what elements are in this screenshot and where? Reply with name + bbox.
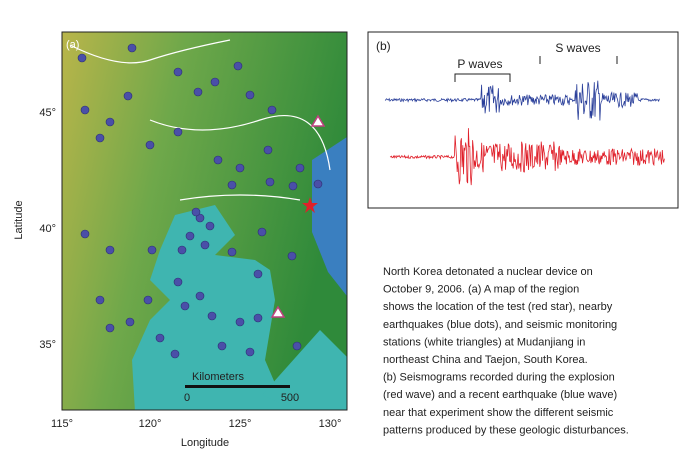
s-label: S waves — [555, 41, 600, 55]
korea-strait — [262, 330, 347, 410]
borders — [69, 39, 331, 201]
lon-tick: 120° — [139, 418, 162, 430]
earthquake-dot — [253, 269, 263, 279]
caption-line: northeast China and Taejon, South Korea. — [383, 354, 588, 366]
earthquake-dot — [245, 90, 255, 100]
earthquake-dot — [213, 155, 223, 165]
map — [62, 32, 347, 410]
lat-tick: 45° — [39, 107, 56, 119]
earthquake-dot — [313, 179, 323, 189]
sea-of-japan — [312, 136, 347, 297]
earthquake-dot — [77, 53, 87, 63]
caption-line: (b) Seismograms recorded during the expl… — [383, 372, 615, 384]
earthquake-dot — [180, 301, 190, 311]
earthquake-dot — [170, 349, 180, 359]
earthquake-dot — [95, 295, 105, 305]
earthquake-dot — [253, 313, 263, 323]
test-site — [302, 197, 318, 213]
y-axis-label: Latitude — [13, 200, 25, 239]
scale-label: 500 — [281, 392, 299, 404]
x-axis-label: Longitude — [181, 437, 229, 449]
earthquakes — [77, 43, 323, 359]
earthquake-dot — [191, 207, 201, 217]
earthquake-dot — [173, 67, 183, 77]
lon-tick: 125° — [229, 418, 252, 430]
earthquake-dot — [80, 105, 90, 115]
caption-line: stations (white triangles) at Mudanjiang… — [383, 336, 585, 348]
earthquake-dot — [217, 341, 227, 351]
earthquake-dot — [288, 181, 298, 191]
earthquake-dot — [193, 87, 203, 97]
earthquake-dot — [265, 177, 275, 187]
yellow-sea — [132, 205, 298, 410]
panel-label: (a) — [66, 39, 79, 51]
earthquake-dot — [125, 317, 135, 327]
panel-label: (b) — [376, 39, 391, 53]
earthquake-dot — [143, 295, 153, 305]
caption-line: patterns produced by these geologic dist… — [383, 424, 629, 436]
caption-line: near that experiment show the different … — [383, 407, 614, 419]
earthquake-dot — [205, 221, 215, 231]
earthquake-dot — [227, 247, 237, 257]
earthquake-dot — [195, 213, 205, 223]
scale-title: Kilometers — [192, 371, 244, 383]
earthquake-dot — [195, 291, 205, 301]
earthquake-dot — [295, 163, 305, 173]
lat-tick: 40° — [39, 223, 56, 235]
earthquake-dot — [177, 245, 187, 255]
station — [310, 114, 326, 127]
caption-line: North Korea detonated a nuclear device o… — [383, 266, 593, 278]
earthquake-dot — [235, 317, 245, 327]
scale-label: 0 — [184, 392, 190, 404]
earthquake-dot — [105, 245, 115, 255]
earthquake-dot — [210, 77, 220, 87]
earthquake-dot — [80, 229, 90, 239]
earthquake-dot — [105, 323, 115, 333]
lat-tick: 35° — [39, 339, 56, 351]
earthquake-dot — [267, 105, 277, 115]
earthquake-dot — [235, 163, 245, 173]
earthquake-dot — [227, 180, 237, 190]
earthquake-dot — [185, 231, 195, 241]
caption-line: earthquakes (blue dots), and seismic mon… — [383, 319, 617, 331]
earthquake-dot — [292, 341, 302, 351]
earthquake-dot — [105, 117, 115, 127]
seismogram-frame — [367, 31, 679, 209]
earthquake-dot — [287, 251, 297, 261]
earthquake-dot — [147, 245, 157, 255]
caption-line: shows the location of the test (red star… — [383, 301, 613, 313]
map-frame — [61, 31, 348, 411]
caption-line: October 9, 2006. (a) A map of the region — [383, 284, 579, 296]
earthquake-dot — [127, 43, 137, 53]
earthquake-dot — [155, 333, 165, 343]
p-bracket — [454, 73, 511, 82]
lon-tick: 130° — [319, 418, 342, 430]
lon-tick: 115° — [51, 418, 73, 430]
earthquake-wave — [384, 80, 660, 121]
earthquake-dot — [207, 311, 217, 321]
earthquake-dot — [95, 133, 105, 143]
station — [270, 305, 286, 318]
caption: North Korea detonated a nuclear device o… — [383, 266, 629, 436]
scale-bar — [185, 385, 290, 388]
earthquake-dot — [233, 61, 243, 71]
earthquake-dot — [123, 91, 133, 101]
earthquake-dot — [263, 145, 273, 155]
earthquake-dot — [245, 347, 255, 357]
caption-line: (red wave) and a recent earthquake (blue… — [383, 389, 617, 401]
earthquake-dot — [200, 240, 210, 250]
earthquake-dot — [257, 227, 267, 237]
earthquake-dot — [173, 277, 183, 287]
p-label: P waves — [457, 57, 502, 71]
earthquake-dot — [145, 140, 155, 150]
explosion-wave — [389, 128, 665, 186]
earthquake-dot — [173, 127, 183, 137]
